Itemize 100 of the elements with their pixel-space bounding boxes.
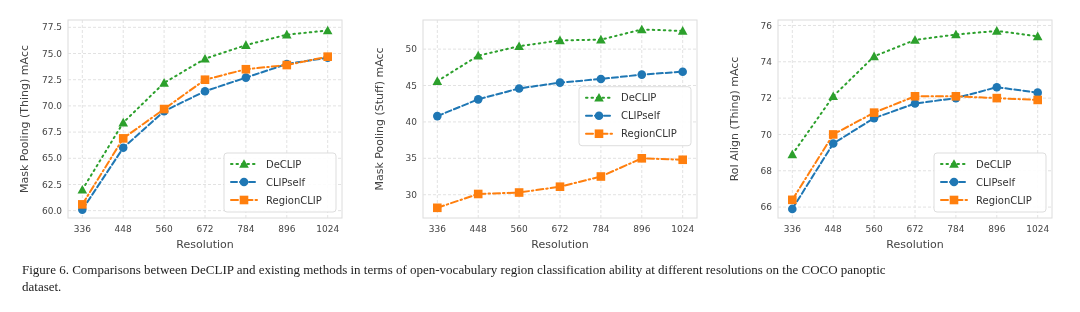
point (473, 189, 483, 199)
point (910, 35, 920, 44)
x-tick-label: 1024 (316, 224, 340, 234)
caption: Figure 6. Comparisons between DeCLIP and existing methods in terms of open-vocabulary region classification ability at different resolutions on the COCO panoptic dataset. (22, 262, 886, 294)
point (555, 35, 565, 45)
x-tick-label: 448 (824, 224, 843, 234)
x-tick-label: 336 (428, 224, 447, 234)
point (678, 155, 687, 165)
point (910, 91, 920, 101)
x-tick-label: 448 (114, 224, 133, 234)
y-axis-title: Mask Pooling (Stuff) mAcc (373, 47, 386, 191)
point (828, 130, 838, 139)
point (992, 93, 1002, 103)
point (433, 203, 442, 213)
point (432, 76, 443, 85)
point (241, 40, 251, 49)
point (555, 78, 565, 87)
point (828, 139, 838, 148)
y-tick-label: 60.0 (41, 205, 63, 216)
y-tick-label: 68 (760, 165, 773, 176)
point (788, 195, 797, 205)
point (637, 154, 647, 163)
x-tick-label: 672 (551, 224, 569, 234)
x-axis-title: Resolution (176, 238, 234, 251)
x-tick-label: 896 (988, 224, 1006, 234)
point (241, 64, 251, 74)
point (118, 117, 129, 127)
y-tick-label: 70 (760, 129, 773, 140)
x-tick-label: 1024 (671, 224, 695, 234)
point (869, 51, 879, 61)
point (596, 172, 606, 181)
y-tick-label: 30 (405, 189, 418, 200)
x-tick-label: 896 (633, 224, 651, 234)
point (433, 111, 442, 121)
y-tick-label: 65.0 (41, 153, 63, 164)
y-tick-label: 35 (405, 153, 417, 164)
legend-label: CLIPself (266, 176, 306, 188)
point (828, 91, 839, 101)
point (200, 75, 210, 85)
y-tick-label: 72 (760, 93, 772, 104)
point (473, 95, 483, 104)
y-axis-title: RoI Align (Thing) mAcc (728, 56, 741, 182)
legend-label: DeCLIP (266, 158, 302, 170)
x-tick-label: 336 (783, 224, 802, 234)
x-tick-label: 560 (510, 224, 528, 234)
y-tick-label: 45 (405, 80, 417, 91)
legend-label: RegionCLIP (976, 194, 1032, 206)
x-axis-title: Resolution (531, 238, 589, 251)
x-tick-label: 448 (469, 224, 488, 234)
y-tick-label: 72.5 (41, 74, 62, 85)
x-tick-label: 784 (947, 224, 965, 234)
point (991, 26, 1002, 35)
x-tick-label: 896 (278, 224, 296, 234)
y-axis-title: Mask Pooling (Thing) mAcc (18, 44, 31, 194)
point (514, 188, 524, 197)
y-tick-label: 50 (405, 44, 418, 55)
point (787, 149, 798, 159)
y-tick-label: 74 (760, 56, 773, 67)
y-tick-label: 40 (405, 117, 418, 128)
legend-label: CLIPself (621, 110, 661, 122)
legend-label: CLIPself (976, 176, 1016, 188)
point (596, 74, 606, 84)
x-tick-label: 784 (592, 224, 610, 234)
point (992, 82, 1002, 92)
point (678, 67, 687, 76)
point (951, 29, 961, 39)
point (77, 184, 88, 194)
legend-label: RegionCLIP (266, 194, 322, 206)
point (788, 204, 797, 214)
point (555, 182, 565, 191)
point (118, 134, 128, 143)
y-tick-label: 75.0 (41, 48, 63, 59)
y-tick-label: 62.5 (41, 179, 62, 190)
point (118, 143, 128, 153)
point (514, 41, 524, 51)
y-tick-label: 66 (760, 202, 773, 213)
x-tick-label: 784 (237, 224, 255, 234)
x-axis-title: Resolution (886, 238, 944, 251)
point (322, 25, 333, 35)
point (200, 53, 210, 63)
point (1033, 95, 1042, 105)
point (677, 26, 688, 35)
x-tick-label: 336 (73, 224, 92, 234)
point (514, 84, 524, 93)
x-tick-label: 560 (155, 224, 173, 234)
y-tick-label: 76 (760, 20, 773, 31)
point (1032, 31, 1043, 41)
point (869, 108, 879, 117)
x-tick-label: 672 (196, 224, 214, 234)
legend-label: DeCLIP (621, 92, 657, 104)
point (637, 70, 647, 79)
point (200, 86, 210, 96)
point (78, 200, 87, 209)
y-tick-label: 70.0 (41, 101, 63, 112)
x-tick-label: 672 (906, 224, 924, 234)
x-tick-label: 1024 (1026, 224, 1050, 234)
legend-label: RegionCLIP (621, 128, 677, 140)
point (636, 24, 647, 34)
y-tick-label: 77.5 (41, 22, 62, 33)
legend-label: DeCLIP (976, 158, 1012, 170)
